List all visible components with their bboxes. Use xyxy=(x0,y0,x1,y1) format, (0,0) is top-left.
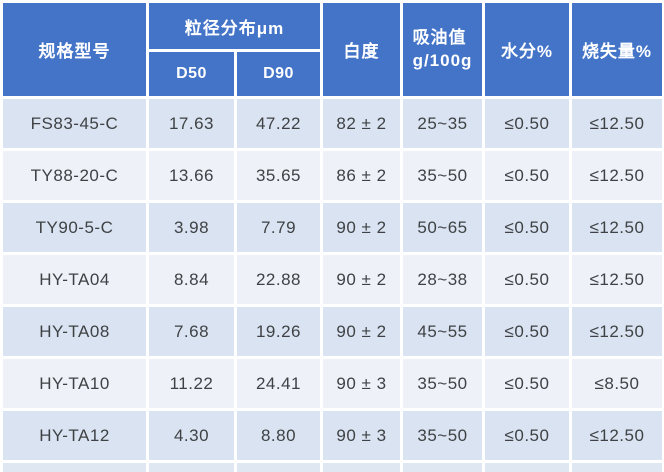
cell-oil: 50~65 xyxy=(403,203,482,252)
header-oil-absorption-unit: g/100g xyxy=(412,50,473,70)
cell-whiteness: 90 ± 2 xyxy=(323,255,400,304)
header-oil-absorption-name: 吸油值 xyxy=(412,27,467,47)
cell-d90: 35.65 xyxy=(237,151,320,200)
header-particle-size-distribution: 粒径分布μm xyxy=(149,3,320,49)
table-row: FS83-45-C 17.63 47.22 82 ± 2 25~35 ≤0.50… xyxy=(3,99,662,148)
cell-oil: 35~50 xyxy=(403,359,482,408)
cell-moisture: ≤0.50 xyxy=(485,151,569,200)
cell-d50: 8.84 xyxy=(149,255,234,304)
cell-loss: ≤12.50 xyxy=(572,203,662,252)
cell-d50: 17.63 xyxy=(149,99,234,148)
cell-d50: 3.98 xyxy=(149,203,234,252)
cell-loss: ≤12.50 xyxy=(572,151,662,200)
cell-moisture: ≤0.50 xyxy=(485,255,569,304)
table-row: HY-TA08 7.68 19.26 90 ± 2 45~55 ≤0.50 ≤1… xyxy=(3,307,662,356)
cell-d90: 7.79 xyxy=(237,203,320,252)
header-ignition-loss: 烧失量% xyxy=(572,3,662,96)
cell-model: HY-TA08 xyxy=(3,307,146,356)
table-row: HY-TA10 11.22 24.41 90 ± 3 35~50 ≤0.50 ≤… xyxy=(3,359,662,408)
table-row: TY90-5-C 3.98 7.79 90 ± 2 50~65 ≤0.50 ≤1… xyxy=(3,203,662,252)
cell-whiteness: 90 ± 3 xyxy=(323,359,400,408)
cell-d50: 13.66 xyxy=(149,151,234,200)
cell-moisture: ≤0.50 xyxy=(485,411,569,460)
table-row: HY-TA04 8.84 22.88 90 ± 2 28~38 ≤0.50 ≤1… xyxy=(3,255,662,304)
table-row: HY-TA12 4.30 8.80 90 ± 3 35~50 ≤0.50 ≤12… xyxy=(3,411,662,460)
cell-d90: 19.26 xyxy=(237,307,320,356)
header-d50: D50 xyxy=(149,52,234,96)
table-row: TY88-20-C 13.66 35.65 86 ± 2 35~50 ≤0.50… xyxy=(3,151,662,200)
header-d90: D90 xyxy=(237,52,320,96)
cell-loss: ≤8.50 xyxy=(572,359,662,408)
cell-d90: 24.41 xyxy=(237,359,320,408)
cell-whiteness: 90 ± 2 xyxy=(323,307,400,356)
header-oil-absorption: 吸油值 g/100g xyxy=(403,3,482,96)
cell-d90: 22.88 xyxy=(237,255,320,304)
table-row-partial xyxy=(3,463,662,472)
cell-model: TY88-20-C xyxy=(3,151,146,200)
header-whiteness: 白度 xyxy=(323,3,400,96)
cell-whiteness: 82 ± 2 xyxy=(323,99,400,148)
cell-d50: 7.68 xyxy=(149,307,234,356)
cell-oil: 28~38 xyxy=(403,255,482,304)
cell-moisture: ≤0.50 xyxy=(485,307,569,356)
cell-model: HY-TA10 xyxy=(3,359,146,408)
header-model: 规格型号 xyxy=(3,3,146,96)
cell-oil: 25~35 xyxy=(403,99,482,148)
header-oil-absorption-text: 吸油值 g/100g xyxy=(413,27,473,73)
cell-oil: 35~50 xyxy=(403,411,482,460)
header-moisture: 水分% xyxy=(485,3,569,96)
cell-loss: ≤12.50 xyxy=(572,411,662,460)
cell-whiteness: 86 ± 2 xyxy=(323,151,400,200)
cell-oil: 45~55 xyxy=(403,307,482,356)
cell-moisture: ≤0.50 xyxy=(485,99,569,148)
cell-d90: 47.22 xyxy=(237,99,320,148)
cell-model: FS83-45-C xyxy=(3,99,146,148)
cell-model: TY90-5-C xyxy=(3,203,146,252)
cell-model: HY-TA04 xyxy=(3,255,146,304)
cell-moisture: ≤0.50 xyxy=(485,203,569,252)
cell-loss: ≤12.50 xyxy=(572,99,662,148)
cell-whiteness: 90 ± 2 xyxy=(323,203,400,252)
cell-d50: 11.22 xyxy=(149,359,234,408)
cell-model: HY-TA12 xyxy=(3,411,146,460)
cell-whiteness: 90 ± 3 xyxy=(323,411,400,460)
cell-d50: 4.30 xyxy=(149,411,234,460)
cell-oil: 35~50 xyxy=(403,151,482,200)
cell-moisture: ≤0.50 xyxy=(485,359,569,408)
cell-loss: ≤12.50 xyxy=(572,255,662,304)
cell-loss: ≤12.50 xyxy=(572,307,662,356)
cell-d90: 8.80 xyxy=(237,411,320,460)
